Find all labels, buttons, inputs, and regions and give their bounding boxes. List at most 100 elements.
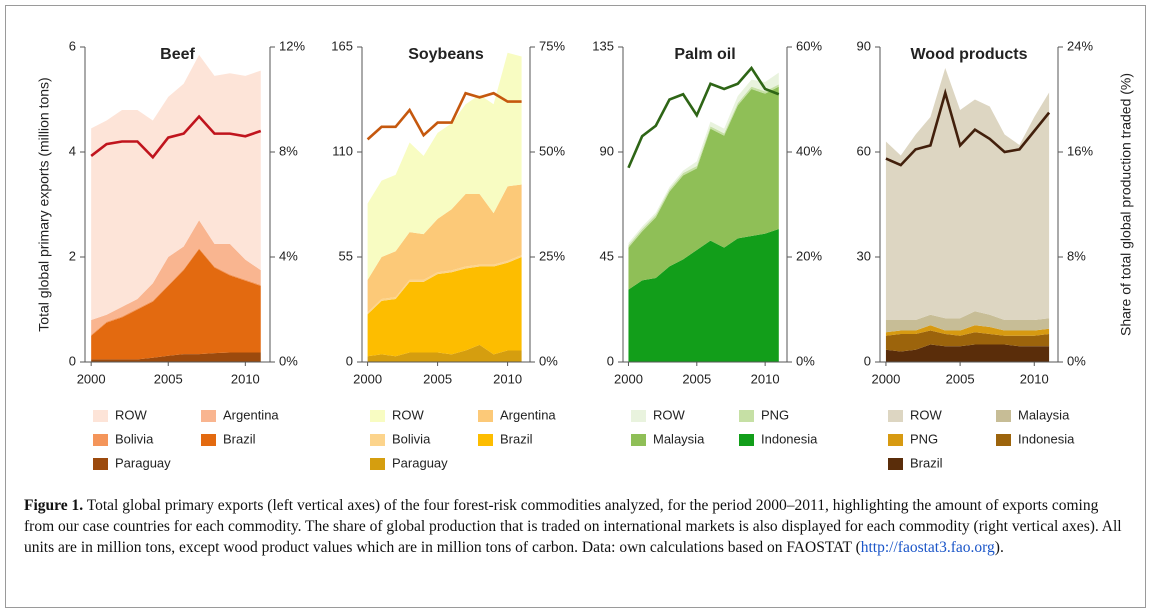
y-tick-label: 90 <box>600 143 614 158</box>
area <box>367 257 522 357</box>
chart-title: Soybeans <box>408 46 484 63</box>
legend-swatch <box>370 434 385 446</box>
legend-swatch <box>201 434 216 446</box>
y-tick-label: 60 <box>857 143 871 158</box>
x-tick-label: 2005 <box>682 371 711 386</box>
legend-label: PNG <box>761 407 789 422</box>
y2-tick-label: 0% <box>539 353 558 368</box>
legend-swatch <box>739 410 754 422</box>
y-tick-label: 90 <box>857 38 871 53</box>
x-tick-label: 2000 <box>77 371 106 386</box>
legend-swatch <box>370 410 385 422</box>
y-tick-label: 135 <box>592 38 614 53</box>
y2-tick-label: 4% <box>279 248 298 263</box>
legend-label: Indonesia <box>1018 431 1075 446</box>
legend-swatch <box>478 434 493 446</box>
y2-tick-label: 0% <box>796 353 815 368</box>
y2-tick-label: 0% <box>1067 353 1086 368</box>
area <box>885 311 1050 333</box>
y2-axis-label: Share of total global production traded … <box>1118 73 1134 336</box>
legend-label: Paraguay <box>115 455 171 470</box>
caption-text-end: ). <box>994 539 1004 556</box>
legend-label: Malaysia <box>1018 407 1070 422</box>
y-tick-label: 45 <box>600 248 614 263</box>
area <box>367 52 522 280</box>
legend-swatch <box>888 410 903 422</box>
y2-tick-label: 12% <box>279 38 305 53</box>
x-tick-label: 2010 <box>1020 371 1049 386</box>
share-line <box>627 65 780 169</box>
x-tick-label: 2010 <box>493 371 522 386</box>
legend-label: Bolivia <box>392 431 431 446</box>
legend-label: Indonesia <box>761 431 818 446</box>
area <box>91 352 261 362</box>
area <box>628 86 779 290</box>
y-tick-label: 0 <box>864 353 871 368</box>
y2-tick-label: 20% <box>796 248 822 263</box>
legend-label: PNG <box>910 431 938 446</box>
legend-label: Malaysia <box>653 431 705 446</box>
legend-label: Argentina <box>223 407 279 422</box>
area <box>628 229 779 362</box>
legend-label: Argentina <box>500 407 556 422</box>
legend-swatch <box>739 434 754 446</box>
y-tick-label: 2 <box>69 248 76 263</box>
y-tick-label: 55 <box>339 248 353 263</box>
caption-label: Figure 1. <box>24 497 84 514</box>
area <box>885 344 1050 362</box>
y2-tick-label: 24% <box>1067 38 1093 53</box>
legend-swatch <box>478 410 493 422</box>
legend-swatch <box>888 458 903 470</box>
area <box>885 325 1050 336</box>
x-tick-label: 2005 <box>423 371 452 386</box>
y-tick-label: 110 <box>332 143 353 158</box>
y-tick-label: 0 <box>69 353 76 368</box>
y2-tick-label: 40% <box>796 143 822 158</box>
caption: Figure 1. Total global primary exports (… <box>24 495 1129 558</box>
legend-swatch <box>631 434 646 446</box>
share-line <box>90 114 262 160</box>
legend-swatch <box>888 434 903 446</box>
legend-label: ROW <box>910 407 943 422</box>
chart-title: Beef <box>160 46 195 63</box>
y-tick-label: 0 <box>607 353 614 368</box>
y-tick-label: 6 <box>69 38 76 53</box>
legend-label: ROW <box>115 407 148 422</box>
chart-title: Wood products <box>910 46 1027 63</box>
area <box>628 72 779 246</box>
legend-label: Paraguay <box>392 455 448 470</box>
legend-swatch <box>93 434 108 446</box>
y-tick-label: 4 <box>69 143 76 158</box>
caption-link[interactable]: http://faostat3.fao.org <box>860 539 995 556</box>
area <box>91 220 261 335</box>
x-tick-label: 2000 <box>614 371 643 386</box>
y2-tick-label: 75% <box>539 38 565 53</box>
legend-swatch <box>631 410 646 422</box>
area <box>367 344 522 362</box>
legend-label: ROW <box>653 407 686 422</box>
legend-swatch <box>93 458 108 470</box>
x-tick-label: 2010 <box>751 371 780 386</box>
chart-title: Palm oil <box>674 46 735 63</box>
legend-swatch <box>201 410 216 422</box>
legend-label: Brazil <box>500 431 533 446</box>
y2-tick-label: 16% <box>1067 143 1093 158</box>
x-tick-label: 2000 <box>353 371 382 386</box>
share-line <box>366 91 522 141</box>
figure-frame <box>5 5 1146 608</box>
caption-text: Total global primary exports (left verti… <box>24 497 1122 556</box>
y-tick-label: 0 <box>346 353 353 368</box>
y-tick-label: 165 <box>331 38 353 53</box>
x-tick-label: 2010 <box>231 371 260 386</box>
x-tick-label: 2005 <box>946 371 975 386</box>
area <box>91 249 261 360</box>
y2-tick-label: 25% <box>539 248 565 263</box>
area <box>885 68 1050 320</box>
area <box>91 54 261 320</box>
y2-tick-label: 8% <box>279 143 298 158</box>
legend-swatch <box>996 410 1011 422</box>
legend-label: Bolivia <box>115 431 154 446</box>
y2-tick-label: 0% <box>279 353 298 368</box>
legend-swatch <box>370 458 385 470</box>
